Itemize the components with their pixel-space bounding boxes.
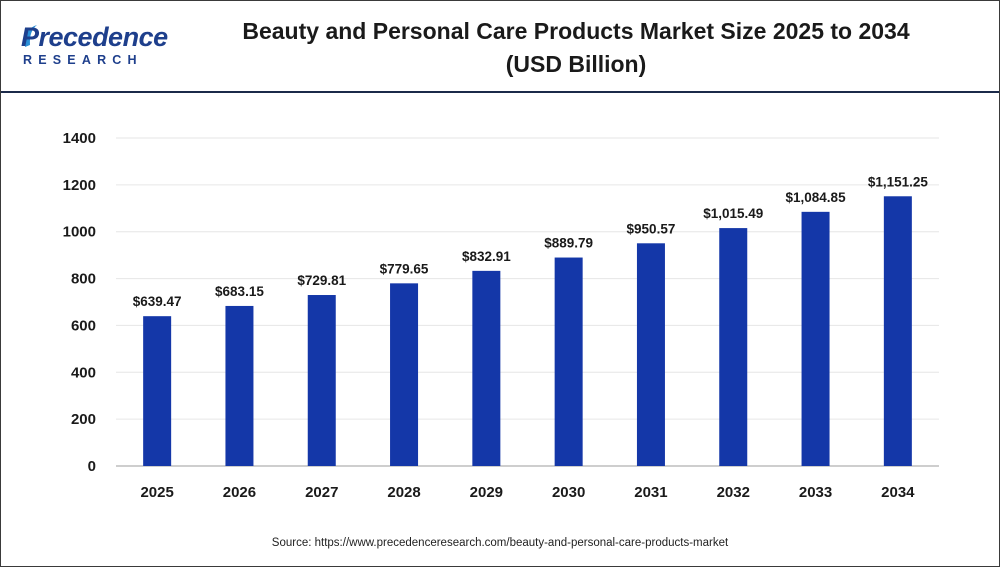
data-label: $639.47 <box>133 294 182 309</box>
bar-2030 <box>554 257 583 466</box>
bar-2028 <box>390 283 419 466</box>
data-label: $729.81 <box>297 273 346 288</box>
bar-chart: 0 200 400 600 800 1000 1200 1400 $639.47 2025 $683… <box>63 130 939 501</box>
x-tick-label: 2026 <box>223 484 256 501</box>
data-label: $1,084.85 <box>786 190 847 205</box>
bar-2031 <box>636 243 665 466</box>
bar-2033 <box>801 211 830 466</box>
x-tick-label: 2034 <box>881 484 915 501</box>
y-tick-label: 400 <box>71 364 96 381</box>
y-tick-label: 1400 <box>63 130 96 147</box>
data-label: $1,151.25 <box>868 174 929 189</box>
y-tick-label: 200 <box>71 411 96 428</box>
data-label: $1,015.49 <box>703 206 763 221</box>
y-tick-label: 0 <box>88 458 96 475</box>
logo-sub-text: RESEARCH <box>23 53 143 67</box>
data-label: $950.57 <box>627 221 676 236</box>
precedence-research-logo: Precedence RESEARCH <box>21 23 171 73</box>
data-label: $683.15 <box>215 284 264 299</box>
bar-2029 <box>472 270 501 466</box>
chart-title: Beauty and Personal Care Products Market… <box>181 15 971 81</box>
x-tick-label: 2027 <box>305 484 338 501</box>
y-tick-label: 600 <box>71 317 96 334</box>
y-tick-label: 1200 <box>63 177 96 194</box>
data-label: $779.65 <box>380 261 429 276</box>
bar-2026 <box>225 305 254 466</box>
logo-main-text: Precedence <box>21 22 168 52</box>
bar-2032 <box>719 228 748 466</box>
header: Precedence RESEARCH Beauty and Personal … <box>1 1 999 93</box>
bar-2034 <box>883 196 912 466</box>
y-tick-label: 1000 <box>63 224 96 241</box>
data-label: $832.91 <box>462 249 511 264</box>
x-tick-label: 2028 <box>387 484 420 501</box>
x-tick-label: 2030 <box>552 484 585 501</box>
bar-2025 <box>143 316 172 466</box>
chart-title-line-2: (USD Billion) <box>505 51 647 77</box>
logo-swoosh-icon <box>24 25 37 47</box>
y-tick-label: 800 <box>71 271 96 288</box>
data-label: $889.79 <box>544 236 593 251</box>
x-tick-label: 2025 <box>140 484 173 501</box>
chart-title-line-1: Beauty and Personal Care Products Market… <box>242 18 910 44</box>
x-tick-label: 2033 <box>799 484 832 501</box>
x-tick-label: 2031 <box>634 484 667 501</box>
x-tick-label: 2032 <box>717 484 750 501</box>
source-note: Source: https://www.precedenceresearch.c… <box>271 537 729 549</box>
bar-2027 <box>307 295 336 466</box>
x-tick-label: 2029 <box>470 484 503 501</box>
